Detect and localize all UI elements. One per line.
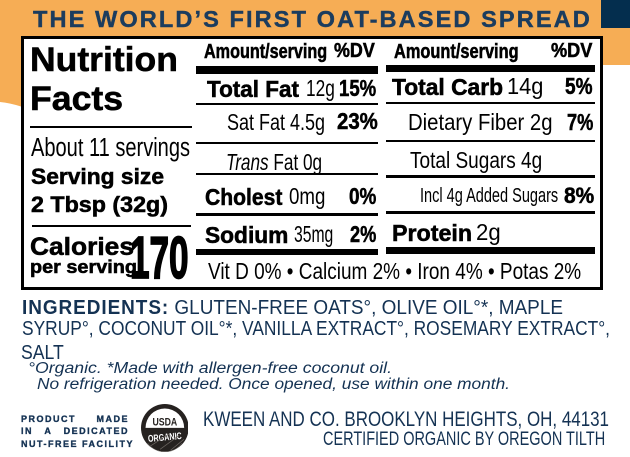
svg-text:ORGANIC: ORGANIC [147, 431, 182, 445]
svg-text:USDA: USDA [152, 416, 177, 428]
